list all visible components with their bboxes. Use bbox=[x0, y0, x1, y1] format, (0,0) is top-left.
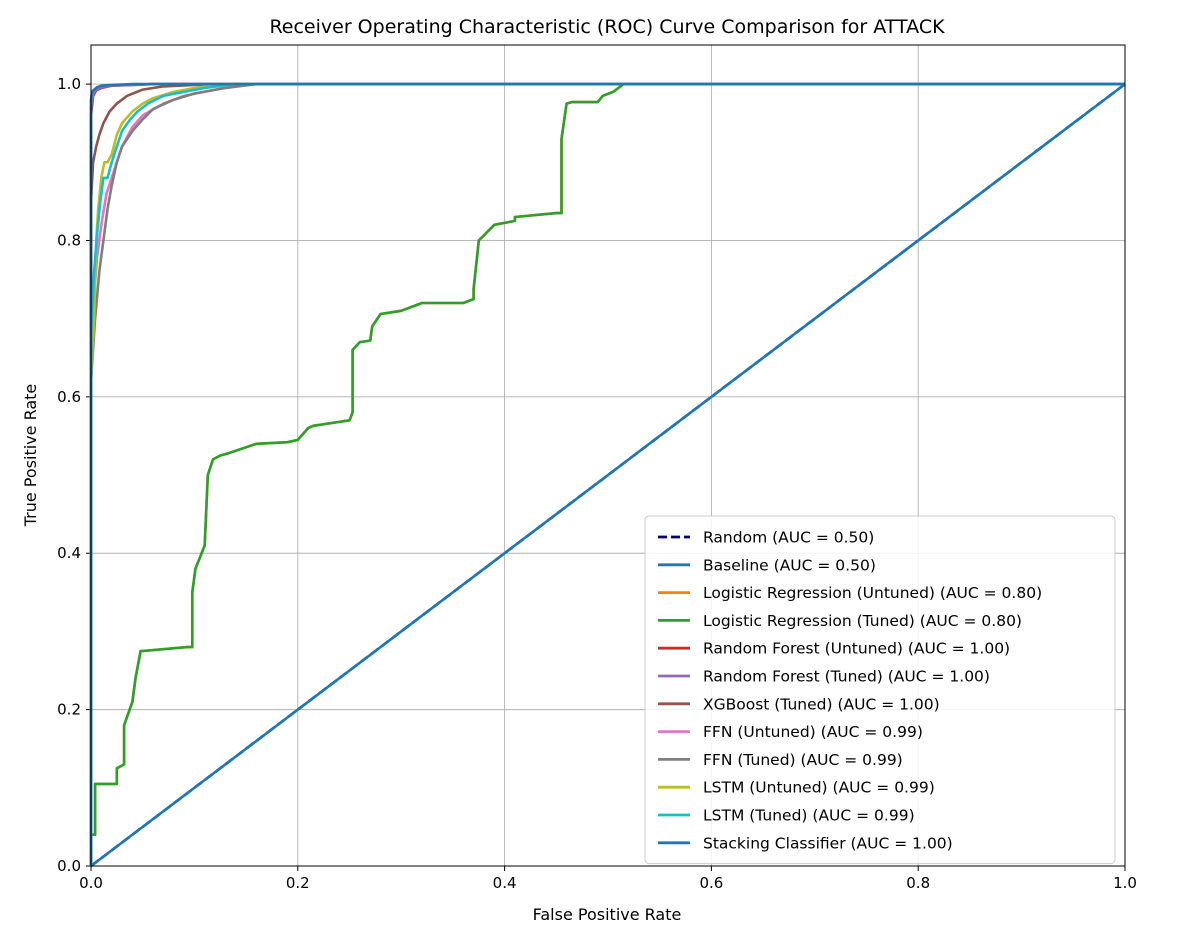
legend-item-label: FFN (Untuned) (AUC = 0.99) bbox=[703, 723, 923, 741]
legend: Random (AUC = 0.50) Baseline (AUC = 0.50)… bbox=[644, 515, 1116, 865]
y-tick-label: 0.0 bbox=[57, 857, 81, 875]
y-tick-label: 0.4 bbox=[57, 544, 81, 562]
y-tick-label: 0.8 bbox=[57, 231, 81, 249]
legend-item-label: Random (AUC = 0.50) bbox=[703, 529, 874, 547]
legend-item-label: Stacking Classifier (AUC = 1.00) bbox=[703, 834, 953, 852]
legend-item-label: Random Forest (Untuned) (AUC = 1.00) bbox=[703, 640, 1010, 658]
y-tick-label: 1.0 bbox=[57, 75, 81, 93]
series-line-1 bbox=[90, 83, 1126, 868]
x-tick-label: 0.8 bbox=[906, 874, 930, 892]
legend-item-label: Random Forest (Tuned) (AUC = 1.00) bbox=[703, 668, 990, 686]
legend-item-label: XGBoost (Tuned) (AUC = 1.00) bbox=[703, 695, 940, 713]
y-tick-label: 0.6 bbox=[57, 388, 81, 406]
legend-item-label: Logistic Regression (Untuned) (AUC = 0.8… bbox=[703, 584, 1042, 602]
series-line-10 bbox=[89, 82, 1125, 866]
x-tick-label: 0.2 bbox=[286, 874, 310, 892]
legend-item-label: Baseline (AUC = 0.50) bbox=[703, 556, 876, 574]
x-tick-label: 0.6 bbox=[699, 874, 723, 892]
chart-title: Receiver Operating Characteristic (ROC) … bbox=[269, 16, 945, 38]
axis-ticks: 0.0 0.2 0.4 0.6 0.8 1.0 0.0 0.2 0.4 0.6 0.8 1.0 bbox=[57, 75, 1137, 892]
x-tick-label: 0.4 bbox=[493, 874, 517, 892]
legend-box bbox=[644, 515, 1116, 865]
y-tick-label: 0.2 bbox=[57, 701, 81, 719]
series-line-3 bbox=[89, 82, 1125, 866]
x-tick-label: 0.0 bbox=[79, 874, 103, 892]
legend-item-label: LSTM (Untuned) (AUC = 0.99) bbox=[703, 779, 935, 797]
x-axis-label: False Positive Rate bbox=[533, 905, 682, 924]
plot-frame bbox=[90, 44, 1126, 867]
y-axis-label: True Positive Rate bbox=[21, 384, 40, 528]
legend-item-label: Logistic Regression (Tuned) (AUC = 0.80) bbox=[703, 612, 1022, 630]
legend-item-label: FFN (Tuned) (AUC = 0.99) bbox=[703, 751, 903, 769]
series-line-8 bbox=[89, 82, 1125, 866]
x-tick-label: 1.0 bbox=[1113, 874, 1137, 892]
legend-item-label: LSTM (Tuned) (AUC = 0.99) bbox=[703, 807, 915, 825]
series-lines bbox=[89, 82, 1126, 868]
